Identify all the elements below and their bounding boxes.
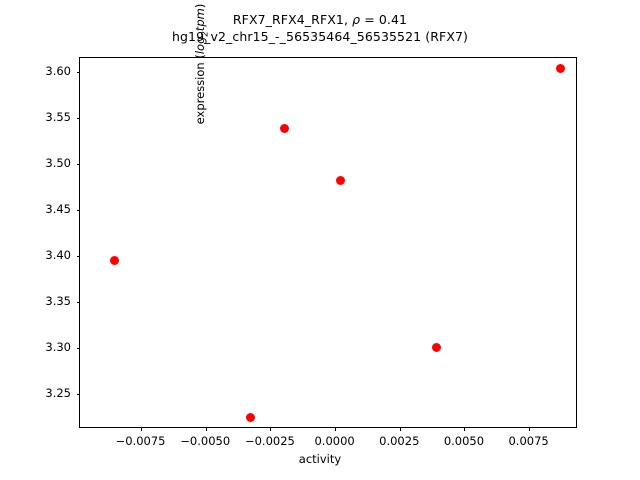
x-axis-tick [399, 427, 401, 431]
y-axis-label-tpm: tpm [193, 8, 207, 32]
x-axis-tick-label: 0.0025 [379, 434, 420, 448]
x-axis-tick [464, 427, 466, 431]
y-axis-label-prefix: expression ( [193, 54, 207, 125]
x-axis-tick [529, 427, 531, 431]
y-axis-label: expression (log2tpm) [192, 0, 211, 250]
x-axis-tick-label: −0.0025 [244, 434, 295, 448]
x-axis-tick-label: −0.0050 [180, 434, 231, 448]
x-axis-tick [141, 427, 143, 431]
chart-title-prefix: RFX7_RFX4_RFX1, [232, 12, 353, 27]
y-axis-tick [76, 348, 80, 350]
x-axis-tick-label: 0.0050 [443, 434, 485, 448]
x-axis-tick [270, 427, 272, 431]
chart-title-suffix: = 0.41 [360, 12, 408, 27]
y-axis-tick [76, 394, 80, 396]
data-point [555, 64, 565, 74]
x-axis-label: activity [298, 452, 342, 466]
data-point [280, 123, 290, 133]
y-axis-label-log: log [193, 36, 207, 55]
y-axis-tick [76, 118, 80, 120]
plot-axes [76, 57, 577, 431]
x-axis-tick [205, 427, 207, 431]
x-axis-tick-label: 0.0000 [314, 434, 355, 448]
chart-title-line-1: RFX7_RFX4_RFX1, ρ = 0.41 [0, 11, 640, 28]
rho-symbol: ρ [352, 12, 361, 27]
x-axis-tick-label: 0.0075 [508, 434, 549, 448]
y-axis-tick [76, 256, 80, 258]
y-axis-tick [76, 210, 80, 212]
data-point [336, 175, 346, 185]
y-axis-tick [76, 72, 80, 74]
y-axis-label-suffix: ) [193, 3, 207, 9]
chart-title: RFX7_RFX4_RFX1, ρ = 0.41 hg19_v2_chr15_-… [0, 11, 640, 45]
chart-subtitle: hg19_v2_chr15_-_56535464_56535521 (RFX7) [171, 29, 469, 44]
data-point [432, 342, 442, 352]
y-axis-tick [76, 164, 80, 166]
y-axis-label-base: 2 [200, 31, 211, 37]
data-point [110, 256, 120, 266]
y-axis-tick [76, 302, 80, 304]
data-point [246, 412, 256, 422]
x-axis-tick-label: −0.0075 [115, 434, 166, 448]
plot-data-area [80, 58, 576, 427]
x-axis-tick [335, 427, 337, 431]
